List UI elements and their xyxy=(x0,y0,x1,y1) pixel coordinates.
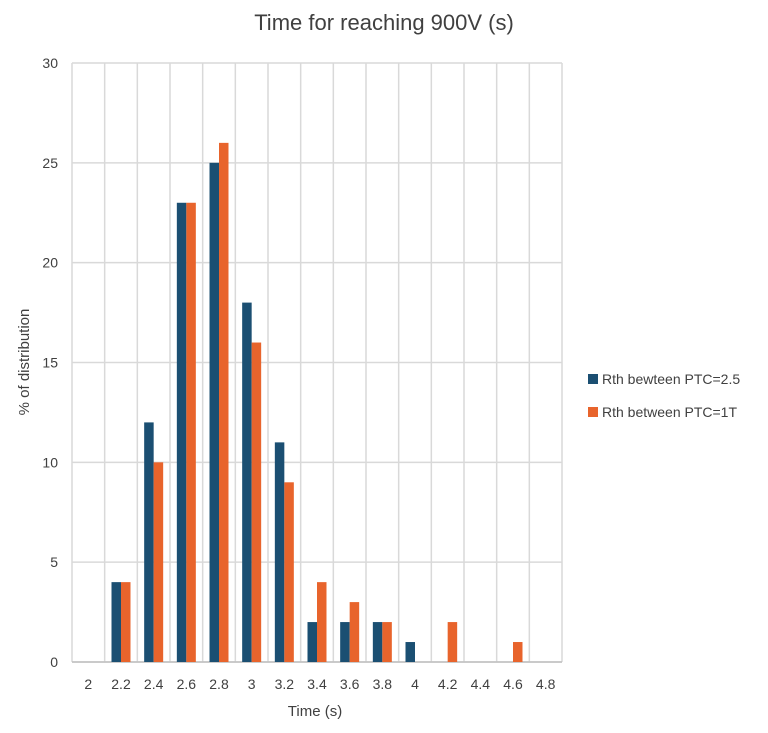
bar-series-2 xyxy=(186,202,196,662)
x-tick-label: 2.2 xyxy=(111,676,131,692)
chart-title: Time for reaching 900V (s) xyxy=(254,10,514,35)
x-tick-label: 3.2 xyxy=(275,676,295,692)
y-tick-labels: 0 5 10 15 20 25 30 xyxy=(42,55,58,670)
y-tick-label: 0 xyxy=(50,654,58,670)
bars xyxy=(111,142,523,663)
legend-swatch xyxy=(588,373,598,384)
bar-series-1 xyxy=(209,162,219,663)
x-tick-label: 2.4 xyxy=(144,676,164,692)
bar-series-2 xyxy=(513,642,523,662)
x-tick-label: 3.8 xyxy=(373,676,393,692)
bar-series-1 xyxy=(405,642,415,662)
bar-series-2 xyxy=(121,582,131,662)
bar-series-2 xyxy=(251,342,262,662)
bar-series-1 xyxy=(111,582,121,662)
y-axis-label: % of distribution xyxy=(16,309,33,416)
legend-item-series-2: Rth between PTC=1T xyxy=(588,401,740,422)
bar-series-2 xyxy=(284,482,294,662)
bar-series-1 xyxy=(307,622,317,662)
x-tick-label: 3.6 xyxy=(340,676,360,692)
y-tick-label: 15 xyxy=(42,355,58,371)
y-tick-label: 10 xyxy=(42,454,58,470)
x-tick-label: 3 xyxy=(248,676,256,692)
bar-series-1 xyxy=(372,622,383,662)
y-tick-label: 30 xyxy=(42,55,58,71)
x-tick-label: 4.8 xyxy=(536,676,556,692)
bar-series-1 xyxy=(340,622,350,662)
bar-series-1 xyxy=(242,302,252,662)
x-tick-label: 2.8 xyxy=(209,676,229,692)
y-tick-label: 25 xyxy=(42,155,58,171)
y-tick-label: 5 xyxy=(50,554,58,570)
x-tick-label: 4.6 xyxy=(503,676,523,692)
legend-item-series-1: Rth bewteen PTC=2.5 xyxy=(588,368,740,389)
x-tick-label: 2.6 xyxy=(177,676,197,692)
x-axis-label: Time (s) xyxy=(288,703,342,720)
x-tick-label: 4.2 xyxy=(438,676,458,692)
bar-series-2 xyxy=(317,582,327,662)
bar-series-1 xyxy=(176,202,187,662)
x-tick-label: 4.4 xyxy=(471,676,491,692)
bar-series-2 xyxy=(447,622,458,662)
y-tick-label: 20 xyxy=(42,255,58,271)
x-tick-label: 2 xyxy=(84,676,92,692)
x-tick-labels: 2 2.2 2.4 2.6 2.8 3 3.2 3.4 3.6 3.8 4 4.2 4.4 4.6 4.8 xyxy=(84,676,555,692)
legend-swatch xyxy=(588,406,598,417)
bar-series-2 xyxy=(219,142,229,662)
bar-series-1 xyxy=(274,442,285,662)
bar-series-1 xyxy=(144,422,154,662)
legend: Rth bewteen PTC=2.5 Rth between PTC=1T xyxy=(588,368,740,434)
legend-label: Rth between PTC=1T xyxy=(602,403,738,420)
x-tick-label: 3.4 xyxy=(307,676,327,692)
legend-label: Rth bewteen PTC=2.5 xyxy=(602,370,741,387)
x-tick-label: 4 xyxy=(411,676,419,692)
bar-series-2 xyxy=(153,462,164,662)
bar-series-2 xyxy=(349,602,360,662)
bar-series-2 xyxy=(382,622,392,662)
